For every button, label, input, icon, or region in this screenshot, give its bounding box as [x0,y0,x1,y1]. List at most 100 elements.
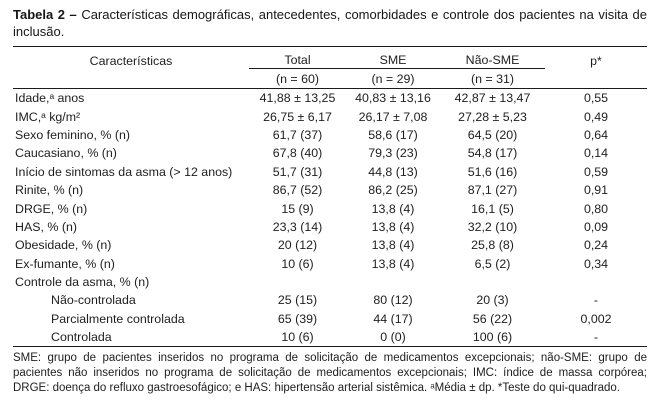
cell-total [249,273,346,291]
table-row: DRGE, % (n) 15 (9) 13,8 (4) 16,1 (5) 0,80 [13,199,647,217]
row-label: Ex-fumante, % (n) [15,256,115,271]
cell-total: 26,75 ± 6,17 [263,109,332,124]
data-table: Características Total SME Não-SME p* (n … [13,46,647,348]
cell-sme: 0 (0) [380,330,406,345]
column-header-p-value: p* [590,53,602,68]
cell-total: 65 (39) [277,311,318,326]
cell-nao-sme: 100 (6) [472,330,513,345]
row-label: Caucasiano, % (n) [15,146,117,161]
row-label: Controlada [51,330,112,345]
row-label: Parcialmente controlada [51,311,185,326]
cell-sme: 58,6 (17) [368,127,418,142]
cell-nao-sme: 6,5 (2) [474,256,511,271]
cell-nao-sme: 16,1 (5) [471,201,514,216]
table-row: Parcialmente controlada 65 (39) 44 (17) 56 … [13,310,647,328]
cell-total: 51,7 (31) [272,164,323,179]
subheader-sme-n: (n = 29) [346,68,440,89]
cell-nao-sme: 64,5 (20) [467,127,518,142]
cell-nao-sme: 54,8 (17) [467,146,518,161]
row-label: Controle da asma, % (n) [15,275,150,290]
row-label: Não-controlada [51,293,136,308]
subheader-total-n: (n = 60) [249,68,346,89]
subheader-empty-right [545,68,647,89]
table-caption-number: Tabela 2 – [13,7,77,22]
cell-nao-sme [440,273,545,291]
cell-p-value: - [593,293,599,308]
cell-total: 20 (12) [277,238,318,253]
cell-p-value: 0,002 [580,311,612,326]
cell-sme: 13,8 (4) [371,219,415,234]
cell-nao-sme: 42,87 ± 13,47 [454,91,531,106]
table-row: Obesidade, % (n) 20 (12) 13,8 (4) 25,8 (8) 0… [13,236,647,254]
cell-p-value: - [593,330,599,345]
cell-sme: 79,3 (23) [368,146,418,161]
table-caption: Tabela 2 – Características demográficas,… [13,7,647,40]
cell-sme [346,273,440,291]
cell-sme: 80 (12) [373,293,413,308]
cell-p-value: 0,59 [583,164,609,179]
row-label: Idade,ᵃ anos [15,91,85,106]
row-label: DRGE, % (n) [15,201,88,216]
cell-nao-sme: 20 (3) [476,293,509,308]
cell-total: 10 (6) [281,256,314,271]
table-body: Idade,ᵃ anos 41,88 ± 13,25 40,83 ± 13,16 42… [13,89,647,347]
table-row: Não-controlada 25 (15) 80 (12) 20 (3) - [13,291,647,309]
cell-p-value: 0,24 [583,238,609,253]
row-label: Sexo feminino, % (n) [15,127,131,142]
cell-p-value: 0,80 [583,201,609,216]
column-header-sme: SME [346,46,440,69]
row-label: Rinite, % (n) [15,183,84,198]
table-row: Controlada 10 (6) 0 (0) 100 (6) - [13,328,647,347]
table-header: Características Total SME Não-SME p* (n … [13,46,647,89]
table-row: Sexo feminino, % (n) 61,7 (37) 58,6 (17) 64… [13,126,647,144]
column-header-total: Total [249,46,346,69]
table-row: Controle da asma, % (n) [13,273,647,291]
table-row: Ex-fumante, % (n) 10 (6) 13,8 (4) 6,5 (2) 0,… [13,255,647,273]
table-header-row-n: (n = 60) (n = 29) (n = 31) [13,68,647,89]
cell-nao-sme: 25,8 (8) [471,238,514,253]
table-row: HAS, % (n) 23,3 (14) 13,8 (4) 32,2 (10) 0,09 [13,218,647,236]
table-footnote: SME: grupo de pacientes inseridos no pro… [13,352,647,395]
cell-p-value: 0,64 [583,127,609,142]
table-row: Início de sintomas da asma (> 12 anos) 51… [13,163,647,181]
table-row: Rinite, % (n) 86,7 (52) 86,2 (25) 87,1 (27)… [13,181,647,199]
cell-nao-sme: 56 (22) [472,311,513,326]
cell-total: 41,88 ± 13,25 [259,91,336,106]
row-label: IMC,ᵃ kg/m² [15,109,81,124]
cell-sme: 26,17 ± 7,08 [358,109,428,124]
cell-sme: 13,8 (4) [371,238,415,253]
cell-sme: 13,8 (4) [371,201,415,216]
cell-total: 23,3 (14) [272,219,323,234]
cell-total: 86,7 (52) [272,183,323,198]
column-header-caracteristicas: Características [89,53,173,68]
cell-nao-sme: 87,1 (27) [467,183,518,198]
cell-total: 61,7 (37) [272,127,323,142]
table-header-row-groups: Características Total SME Não-SME p* [13,46,647,69]
cell-p-value: 0,49 [583,109,609,124]
subheader-nao-sme-n: (n = 31) [440,68,545,89]
cell-p-value: 0,34 [583,256,609,271]
cell-p-value: 0,55 [583,91,609,106]
cell-nao-sme: 51,6 (16) [467,164,518,179]
cell-sme: 86,2 (25) [368,183,418,198]
cell-total: 10 (6) [281,330,314,345]
cell-sme: 44,8 (13) [368,164,418,179]
cell-total: 67,8 (40) [272,146,323,161]
cell-p-value: 0,14 [583,146,609,161]
cell-p-value: 0,91 [583,183,609,198]
row-label: Obesidade, % (n) [15,238,112,253]
column-header-nao-sme: Não-SME [440,46,545,69]
cell-nao-sme: 32,2 (10) [467,219,518,234]
row-label: HAS, % (n) [15,219,77,234]
cell-nao-sme: 27,28 ± 5,23 [458,109,527,124]
cell-total: 15 (9) [281,201,314,216]
table-caption-text: Características demográficas, antecedent… [13,7,647,39]
cell-total: 25 (15) [277,293,318,308]
subheader-empty-left [13,68,249,89]
cell-sme: 44 (17) [373,311,413,326]
cell-sme: 13,8 (4) [371,256,415,271]
cell-p-value [545,273,647,291]
table-row: IMC,ᵃ kg/m² 26,75 ± 6,17 26,17 ± 7,08 27,28… [13,107,647,125]
table-row: Caucasiano, % (n) 67,8 (40) 79,3 (23) 54,8 … [13,144,647,162]
